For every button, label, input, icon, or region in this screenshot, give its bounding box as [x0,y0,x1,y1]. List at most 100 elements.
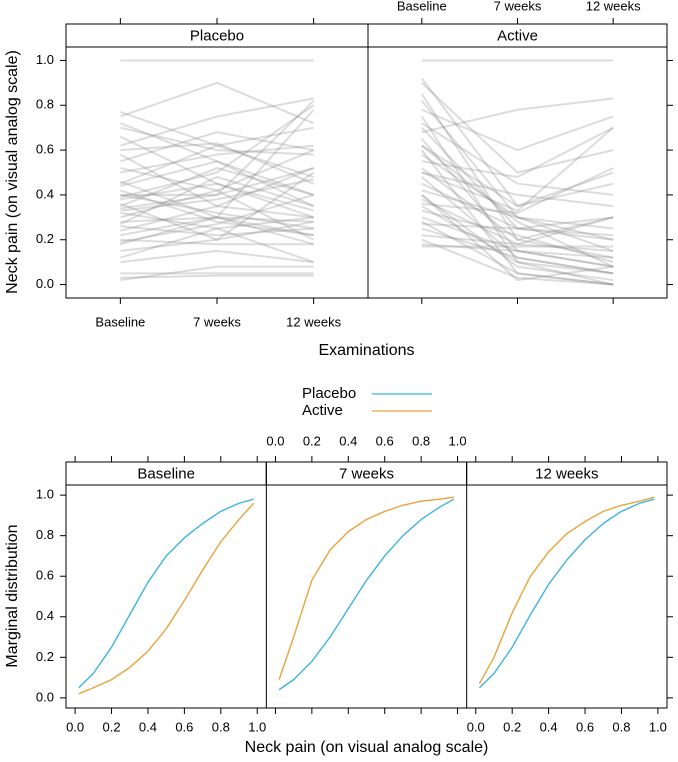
curve-active-baseline [78,502,255,695]
trajectory-line [120,81,315,125]
top-panel-frame [65,46,668,299]
trajectory-line [421,223,614,237]
trajectory-line [120,265,314,282]
y-tick-label: 0.0 [36,276,54,291]
x-tick-label-top: 1.0 [449,433,467,448]
trajectory-line [120,109,315,219]
x-tick-label: 0.4 [139,719,157,734]
trajectory-line [421,153,614,230]
trajectory-line [120,211,314,264]
trajectory-line [120,193,314,243]
trajectory-line [120,225,314,237]
trajectory-line [421,216,614,246]
trajectory-line [421,205,614,286]
trajectory-line [120,111,314,178]
trajectory-line [120,144,314,174]
trajectory-line [120,131,314,163]
trajectory-line [421,122,614,196]
x-tick-label-top: 0.6 [376,433,394,448]
trajectory-line [120,216,314,259]
trajectory-line [120,104,315,199]
x-tick-label-top: 0.0 [266,433,284,448]
trajectory-line [421,189,614,241]
trajectory-line [119,166,314,208]
trajectory-line [119,153,315,208]
curve-placebo-baseline [78,498,254,689]
trajectory-line [120,216,314,237]
legend-label-placebo: Placebo [302,385,356,402]
trajectory-line [421,176,614,275]
trajectory-line [421,243,614,259]
trajectory-line [120,216,314,246]
y-axis-title: Neck pain (on visual analog scale) [4,50,21,294]
x-tick-label: 12 weeks [286,314,341,329]
y-tick-label: 0.6 [36,142,54,157]
trajectory-line [120,178,314,212]
x-tick-label-top: 0.8 [412,433,430,448]
trajectory-line [421,167,614,214]
x-tick-label-top: 0.2 [303,433,321,448]
trajectory-line [421,77,614,208]
x-tick-label: 0.6 [576,719,594,734]
trajectory-line [421,138,614,268]
trajectory-line [421,100,614,252]
x-axis-title: Neck pain (on visual analog scale) [245,739,489,756]
strip-label-12-weeks: 12 weeks [535,465,598,482]
trajectory-line [119,122,315,208]
trajectory-line [421,182,614,230]
x-tick-label-top: 12 weeks [586,0,641,13]
x-tick-label: 0.0 [66,719,84,734]
trajectory-line [421,220,614,286]
trajectory-line [120,274,314,279]
trajectory-line [120,205,314,232]
x-tick-label: 1.0 [649,719,667,734]
legend-label-active: Active [302,402,343,419]
trajectory-line [120,126,314,156]
trajectory-line [120,167,314,196]
trajectory-line [421,167,614,259]
x-tick-label: 0.2 [503,719,521,734]
trajectory-line [421,126,614,241]
x-tick-label: Baseline [95,314,145,329]
trajectory-line [420,115,614,275]
trajectory-line [119,135,314,219]
trajectory-line [120,238,314,246]
trajectory-line [120,189,314,237]
trajectory-line [120,193,314,230]
bottom-panel-frame [65,484,668,709]
y-tick-label: 0.2 [36,231,54,246]
trajectory-line [421,194,614,282]
trajectory-line [420,93,614,241]
curve-active-7-weeks [278,496,455,680]
trajectory-line [421,194,614,282]
curve-placebo-12-weeks [478,498,655,689]
trajectory-line [421,126,614,179]
trajectory-line [120,100,315,210]
trajectory-line [421,149,614,286]
trajectory-line [421,108,614,152]
trajectory-line [421,82,614,174]
y-tick-label: 0.4 [36,608,54,623]
trajectory-line [120,97,314,147]
x-axis-title: Examinations [318,342,414,359]
x-tick-label: 0.8 [612,719,630,734]
y-tick-label: 0.8 [36,527,54,542]
trajectory-line [421,227,614,275]
trajectory-line [120,160,314,196]
y-tick-label: 0.6 [36,568,54,583]
trajectory-line [120,202,314,241]
x-tick-label: 0.2 [102,719,120,734]
x-tick-label-top: Baseline [397,0,447,13]
x-tick-label: 7 weeks [193,314,241,329]
y-tick-label: 0.2 [36,649,54,664]
y-tick-label: 0.8 [36,97,54,112]
curve-active-12-weeks [478,496,655,685]
curve-placebo-7-weeks [278,498,455,691]
trajectory-line [119,126,314,185]
y-tick-label: 1.0 [36,52,54,67]
x-tick-label: 0.6 [175,719,193,734]
strip-label-placebo: Placebo [190,27,244,44]
y-tick-label: 0.0 [36,689,54,704]
trajectory-line [421,126,614,212]
